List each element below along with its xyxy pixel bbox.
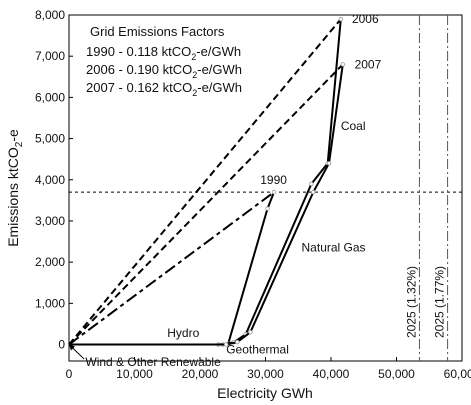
y-axis-ticks: 0 1,000 2,000 3,000 4,000 5,000 6,000 7,000 8,00…: [35, 8, 73, 352]
series-point-2007: [223, 342, 229, 347]
legend-entry-prefix: 2006 - 0.190 ktCO: [86, 62, 192, 77]
legend-entry-sub: 2: [192, 70, 197, 80]
annotation-label: Coal: [341, 119, 366, 133]
wind-arrow-head: [69, 344, 75, 351]
annotation-label: Natural Gas: [302, 241, 366, 255]
annotation-label: 2007: [355, 57, 382, 71]
y-tick-label: 8,000: [35, 8, 65, 22]
y-tick-label: 2,000: [35, 255, 65, 269]
x-tick-label: 30,000: [247, 367, 284, 381]
annotation-label: 1990: [260, 173, 287, 187]
y-tick-label: 3,000: [35, 214, 65, 228]
y-axis-label-main: Emissions ktCO: [5, 147, 21, 247]
x-tick-label: 10,000: [116, 367, 153, 381]
series-point-2007: [235, 339, 240, 345]
series-point-2007: [326, 161, 332, 166]
legend-entry: 2006 - 0.190 ktCO2-e/GWh: [86, 62, 242, 80]
legend-entry-suffix: -e/GWh: [196, 44, 241, 59]
legend-entry-suffix: -e/GWh: [197, 80, 242, 95]
x-tick-label: 20,000: [182, 367, 219, 381]
series-point-2006: [338, 16, 344, 22]
x-axis-label: Electricity GWh: [217, 385, 313, 401]
x-tick-label: 60,000: [444, 367, 471, 381]
y-axis-label-sub: 2: [14, 141, 25, 147]
series-point-2007: [311, 189, 316, 195]
annotation-label: Hydro: [167, 326, 199, 340]
annotations: 2006 2007 1990 Coal Natural Gas Hydro Geotherm…: [69, 12, 382, 369]
legend-entry-suffix: -e/GWh: [197, 62, 242, 77]
legend-entry: 2007 - 0.162 ktCO2-e/GWh: [86, 80, 242, 98]
reference-line-label: 2025 (1.32%): [404, 266, 418, 338]
y-tick-label: 6,000: [35, 90, 65, 104]
y-tick-label: 5,000: [35, 132, 65, 146]
x-tick-label: 0: [66, 367, 73, 381]
series-point-2007: [340, 62, 345, 67]
y-axis-label-tail: -e: [5, 129, 21, 142]
y-tick-label: 4,000: [35, 173, 65, 187]
reference-line-label: 2025 (1.77%): [433, 266, 447, 338]
annotation-label: Geothermal: [226, 342, 289, 356]
series-point-2006: [309, 181, 314, 187]
legend-entry-sub: 2: [191, 52, 196, 62]
series-point-2007: [248, 329, 253, 335]
y-axis-label: Emissions ktCO2-e: [5, 129, 25, 247]
y-tick-label: 7,000: [35, 49, 65, 63]
series-point-1990: [271, 189, 277, 195]
series-lines: [69, 16, 345, 347]
series-point-1990: [265, 206, 270, 211]
annotation-label: 2006: [352, 12, 379, 26]
annotation-label: Wind & Other Renewable: [85, 355, 221, 369]
emission-factor-line-2006: [68, 18, 342, 346]
x-tick-label: 40,000: [313, 367, 350, 381]
emission-factor-line-1990: [68, 191, 275, 346]
legend-entry-prefix: 1990 - 0.118 ktCO: [86, 44, 191, 59]
legend-title: Grid Emissions Factors: [90, 24, 225, 39]
legend-entry-prefix: 2007 - 0.162 ktCO: [86, 80, 192, 95]
y-tick-label: 0: [58, 338, 65, 352]
legend-entry-sub: 2: [192, 88, 197, 98]
x-tick-label: 50,000: [378, 367, 415, 381]
y-tick-label: 1,000: [35, 296, 65, 310]
wind-arrow-line: [71, 346, 85, 360]
reference-lines: 2025 (1.32%) 2025 (1.77%): [69, 15, 462, 361]
x-axis-ticks: 0 10,000 20,000 30,000 40,000 50,000 60,000: [66, 357, 471, 381]
legend-entry: 1990 - 0.118 ktCO2-e/GWh: [86, 44, 241, 62]
emission-factor-lines: [68, 18, 344, 346]
